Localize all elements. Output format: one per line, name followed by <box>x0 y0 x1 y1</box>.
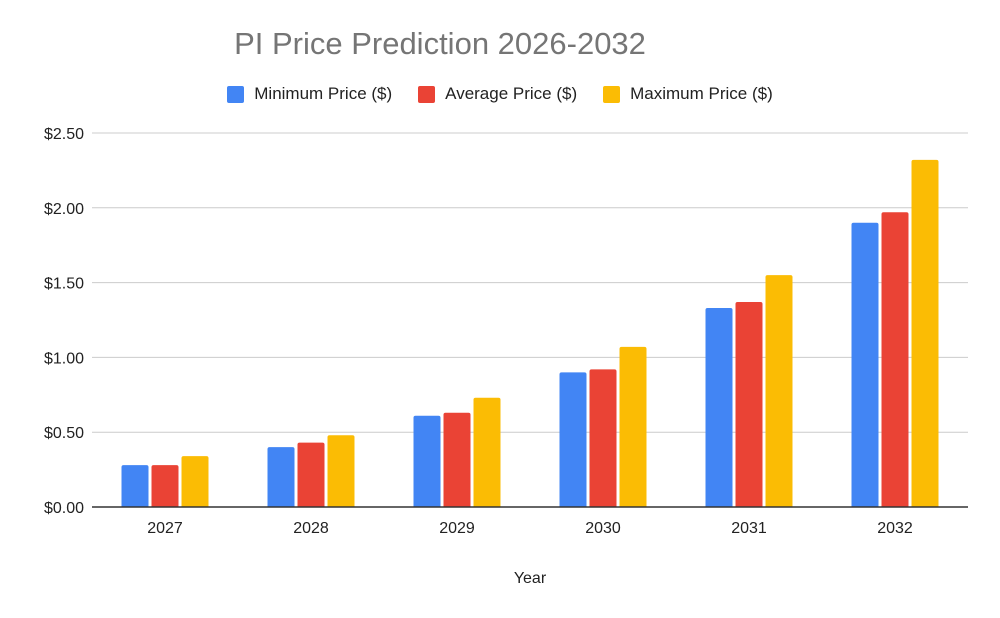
y-tick-label: $2.50 <box>44 126 84 143</box>
bar <box>121 465 149 507</box>
x-tick-label: 2027 <box>147 520 183 537</box>
chart-title: PI Price Prediction 2026-2032 <box>234 26 646 61</box>
bar <box>413 415 441 507</box>
y-tick-label: $1.50 <box>44 276 84 293</box>
legend-swatch <box>227 85 245 103</box>
bar <box>705 308 733 507</box>
legend-swatch <box>418 85 436 103</box>
bar <box>881 212 909 507</box>
legend-item-minimum[interactable]: Minimum Price ($) <box>227 84 392 104</box>
bar <box>181 456 209 507</box>
y-tick-label: $1.00 <box>44 350 84 367</box>
x-tick-label: 2032 <box>877 520 913 537</box>
bar <box>151 465 179 507</box>
bar <box>589 369 617 507</box>
x-axis-title: Year <box>514 570 547 587</box>
y-tick-label: $2.00 <box>44 201 84 218</box>
x-tick-label: 2028 <box>293 520 329 537</box>
legend-label: Average Price ($) <box>445 84 578 103</box>
bar <box>765 275 793 507</box>
bar <box>911 159 939 508</box>
y-tick-label: $0.00 <box>44 500 84 517</box>
bar <box>559 372 587 507</box>
bar <box>851 222 879 507</box>
y-tick-label: $0.50 <box>44 425 84 442</box>
bar <box>443 412 471 507</box>
x-tick-label: 2029 <box>439 520 475 537</box>
bar <box>735 302 763 507</box>
bar <box>327 435 355 507</box>
legend-label: Maximum Price ($) <box>630 84 773 103</box>
legend-swatch <box>603 85 621 103</box>
legend-item-maximum[interactable]: Maximum Price ($) <box>603 84 773 104</box>
legend-item-average[interactable]: Average Price ($) <box>418 84 577 104</box>
legend: Minimum Price ($) Average Price ($) Maxi… <box>0 84 1000 104</box>
x-tick-label: 2030 <box>585 520 621 537</box>
bar <box>619 346 647 507</box>
bar <box>267 447 295 507</box>
legend-label: Minimum Price ($) <box>254 84 393 103</box>
bar <box>297 442 325 507</box>
bar <box>473 397 501 507</box>
x-tick-label: 2031 <box>731 520 767 537</box>
